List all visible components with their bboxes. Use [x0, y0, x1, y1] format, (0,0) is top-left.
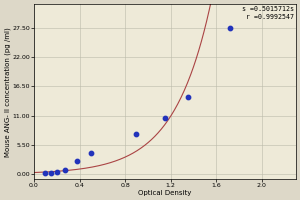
- Point: [49, 171, 53, 175]
- Y-axis label: Mouse ANG- II concentration (pg /ml): Mouse ANG- II concentration (pg /ml): [4, 27, 11, 157]
- X-axis label: Optical Density: Optical Density: [138, 190, 192, 196]
- Point: [54, 170, 59, 173]
- Point: [75, 159, 80, 162]
- Point: [163, 117, 167, 120]
- Point: [134, 133, 139, 136]
- Text: s =0.5015712s
r =0.9992547: s =0.5015712s r =0.9992547: [242, 6, 294, 20]
- Point: [62, 168, 67, 171]
- Point: [227, 26, 232, 30]
- Point: [88, 151, 93, 154]
- Point: [43, 172, 48, 175]
- Point: [185, 95, 190, 99]
